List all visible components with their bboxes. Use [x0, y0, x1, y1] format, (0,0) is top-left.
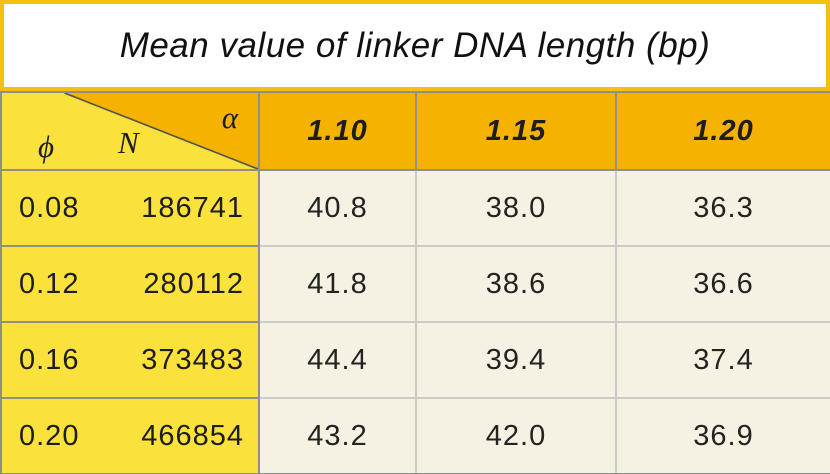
alpha-axis-label: α [221, 100, 238, 135]
table-row: 0.12 280112 41.8 38.6 36.6 [0, 245, 830, 323]
data-cell: 38.6 [415, 245, 617, 323]
data-cell: 43.2 [258, 397, 417, 474]
n-value: 466854 [141, 419, 244, 452]
data-cell: 39.4 [415, 321, 617, 399]
param-cell: 0.08 186741 [0, 169, 260, 247]
phi-value: 0.12 [19, 267, 80, 300]
phi-value: 0.08 [19, 191, 80, 224]
n-value: 280112 [143, 267, 244, 300]
data-cell: 38.0 [415, 169, 617, 247]
data-cell: 36.3 [615, 169, 830, 247]
header-row: ϕ N α 1.10 1.15 1.20 [0, 91, 830, 171]
table-row: 0.20 466854 43.2 42.0 36.9 [0, 397, 830, 474]
param-cell: 0.16 373483 [0, 321, 260, 399]
phi-value: 0.16 [19, 343, 80, 376]
table-row: 0.08 186741 40.8 38.0 36.3 [0, 169, 830, 247]
param-cell: 0.12 280112 [0, 245, 260, 323]
title-box: Mean value of linker DNA length (bp) [0, 0, 830, 91]
alpha-header-cell: 1.20 [615, 91, 830, 171]
alpha-header-cell: 1.15 [415, 91, 617, 171]
data-cell: 42.0 [415, 397, 617, 474]
figure-title: Mean value of linker DNA length (bp) [119, 25, 711, 65]
phi-value: 0.20 [19, 419, 80, 452]
n-value: 373483 [141, 343, 244, 376]
n-value: 186741 [141, 191, 244, 224]
data-cell: 41.8 [258, 245, 417, 323]
param-cell: 0.20 466854 [0, 397, 260, 474]
data-cell: 36.9 [615, 397, 830, 474]
n-axis-label: N [118, 125, 139, 160]
alpha-header-cell: 1.10 [258, 91, 417, 171]
table-row: 0.16 373483 44.4 39.4 37.4 [0, 321, 830, 399]
diagonal-divider [64, 94, 257, 168]
data-cell: 44.4 [258, 321, 417, 399]
corner-cell: ϕ N α [0, 91, 260, 171]
data-table: ϕ N α 1.10 1.15 1.20 0.08 186741 40.8 38… [0, 91, 830, 474]
data-cell: 37.4 [615, 321, 830, 399]
phi-axis-label: ϕ [38, 129, 55, 164]
data-cell: 36.6 [615, 245, 830, 323]
data-cell: 40.8 [258, 169, 417, 247]
